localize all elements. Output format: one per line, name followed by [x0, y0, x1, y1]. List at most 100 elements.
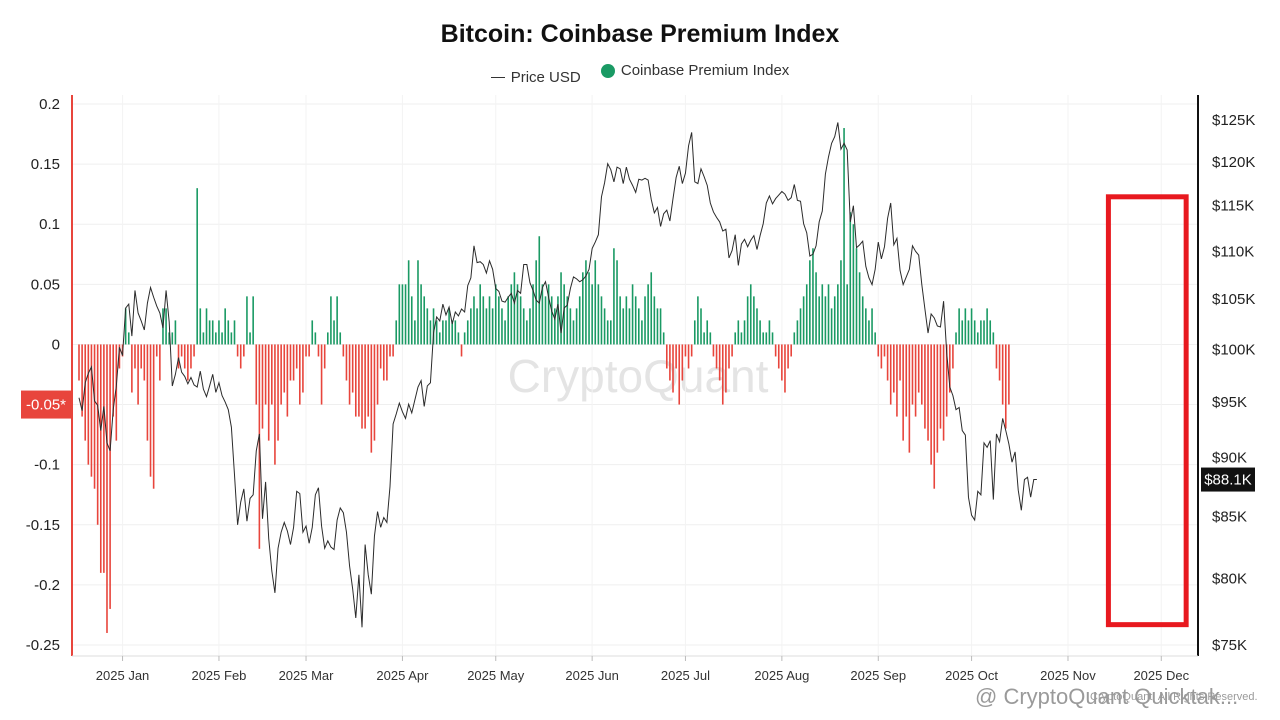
premium-bar: [740, 332, 743, 345]
legend-label-premium: Coinbase Premium Index: [620, 62, 790, 79]
premium-bar: [572, 320, 575, 345]
premium-bar: [280, 344, 282, 405]
right-tick-label: $115K: [1212, 198, 1254, 215]
premium-bar: [582, 272, 584, 345]
premium-bar: [768, 320, 771, 345]
premium-bar: [815, 272, 817, 345]
legend-item-premium[interactable]: Coinbase Premium Index: [600, 62, 790, 79]
premium-bar: [681, 344, 684, 381]
premium-bar: [709, 332, 712, 345]
x-tick-label: 2025 Nov: [1040, 668, 1096, 683]
premium-bar: [942, 344, 945, 441]
premium-bar: [292, 344, 295, 381]
premium-bar: [877, 344, 880, 357]
premium-bar: [454, 320, 457, 345]
premium-bar: [183, 344, 186, 369]
premium-bar: [852, 224, 855, 345]
right-tick-label: $105K: [1212, 291, 1255, 308]
premium-bar: [112, 344, 115, 417]
premium-bar: [746, 296, 749, 345]
premium-bar: [880, 344, 883, 369]
x-tick-label: 2025 Sep: [850, 668, 906, 683]
premium-bar: [246, 296, 248, 345]
premium-bar: [578, 296, 581, 345]
premium-bar: [650, 272, 653, 345]
premium-bar: [106, 344, 108, 633]
premium-bar: [333, 320, 335, 345]
premium-bar: [476, 308, 478, 345]
left-tick-label: -0.25: [26, 637, 60, 654]
legend-label-price: Price USD: [510, 68, 581, 86]
left-tick-label: -0.05*: [26, 397, 66, 414]
premium-bar: [753, 296, 755, 345]
premium-bar: [827, 284, 830, 345]
premium-bar: [569, 308, 572, 345]
premium-bar: [896, 344, 898, 417]
premium-bar: [314, 332, 317, 345]
x-tick-label: 2025 Jan: [96, 668, 150, 683]
left-tick-label: 0: [52, 336, 60, 353]
premium-bar: [718, 344, 721, 381]
premium-bar: [239, 344, 242, 369]
premium-bar: [846, 284, 848, 345]
premium-bar: [721, 344, 724, 405]
premium-bar: [196, 188, 198, 345]
footer-credit: CryptoQuant. All Rights Reserved.: [1090, 691, 1258, 703]
premium-bar: [504, 320, 506, 345]
premium-bar: [354, 344, 357, 417]
left-tick-label: 0.1: [39, 216, 60, 233]
premium-bar: [998, 344, 1001, 381]
premium-bar: [410, 296, 413, 345]
left-tick-label: 0.2: [39, 96, 60, 113]
premium-bar: [992, 332, 995, 345]
premium-bar: [818, 296, 820, 345]
premium-bar: [591, 284, 593, 345]
premium-bar: [271, 344, 273, 405]
premium-bar: [115, 344, 118, 441]
premium-bar: [342, 344, 345, 357]
premium-bar: [843, 128, 845, 345]
premium-bar: [970, 308, 973, 345]
x-tick-label: 2025 Feb: [191, 668, 246, 683]
premium-bar: [118, 344, 121, 369]
premium-bar: [211, 320, 214, 345]
premium-bar: [463, 332, 466, 345]
premium-bar: [889, 344, 892, 405]
premium-bar: [308, 344, 310, 357]
premium-bar: [358, 344, 360, 417]
right-tick-label: $120K: [1212, 154, 1255, 171]
premium-bar: [899, 344, 901, 381]
premium-bar: [84, 344, 87, 441]
premium-bar: [840, 260, 842, 345]
premium-bar: [494, 284, 497, 345]
premium-bar: [784, 344, 786, 393]
premium-bar: [466, 320, 469, 345]
premium-bar: [379, 344, 382, 369]
premium-bar: [566, 296, 569, 345]
premium-bar: [460, 344, 463, 357]
premium-bar: [370, 344, 373, 453]
premium-bar: [143, 344, 146, 381]
premium-bar: [690, 344, 693, 357]
premium-bar: [967, 320, 970, 345]
premium-bar: [146, 344, 149, 441]
premium-bar: [883, 344, 886, 357]
left-tick-label: -0.2: [34, 577, 60, 594]
premium-bar: [414, 320, 416, 345]
premium-bar: [600, 296, 603, 345]
premium-bar: [249, 332, 251, 345]
premium-bar: [541, 284, 544, 345]
premium-bar: [684, 344, 687, 357]
legend-item-price[interactable]: Price USD: [490, 68, 581, 86]
premium-bar: [765, 332, 768, 345]
premium-bar: [793, 332, 796, 345]
premium-bar: [983, 320, 985, 345]
premium-bar: [376, 344, 379, 405]
premium-bar: [628, 308, 631, 345]
premium-bar: [921, 344, 923, 405]
footer: @ CryptoQuant Quicktak... CryptoQuant. A…: [975, 684, 1258, 709]
premium-bar: [809, 260, 811, 345]
premium-bar: [529, 308, 531, 345]
premium-bar: [1001, 344, 1004, 405]
premium-bar: [737, 320, 740, 345]
